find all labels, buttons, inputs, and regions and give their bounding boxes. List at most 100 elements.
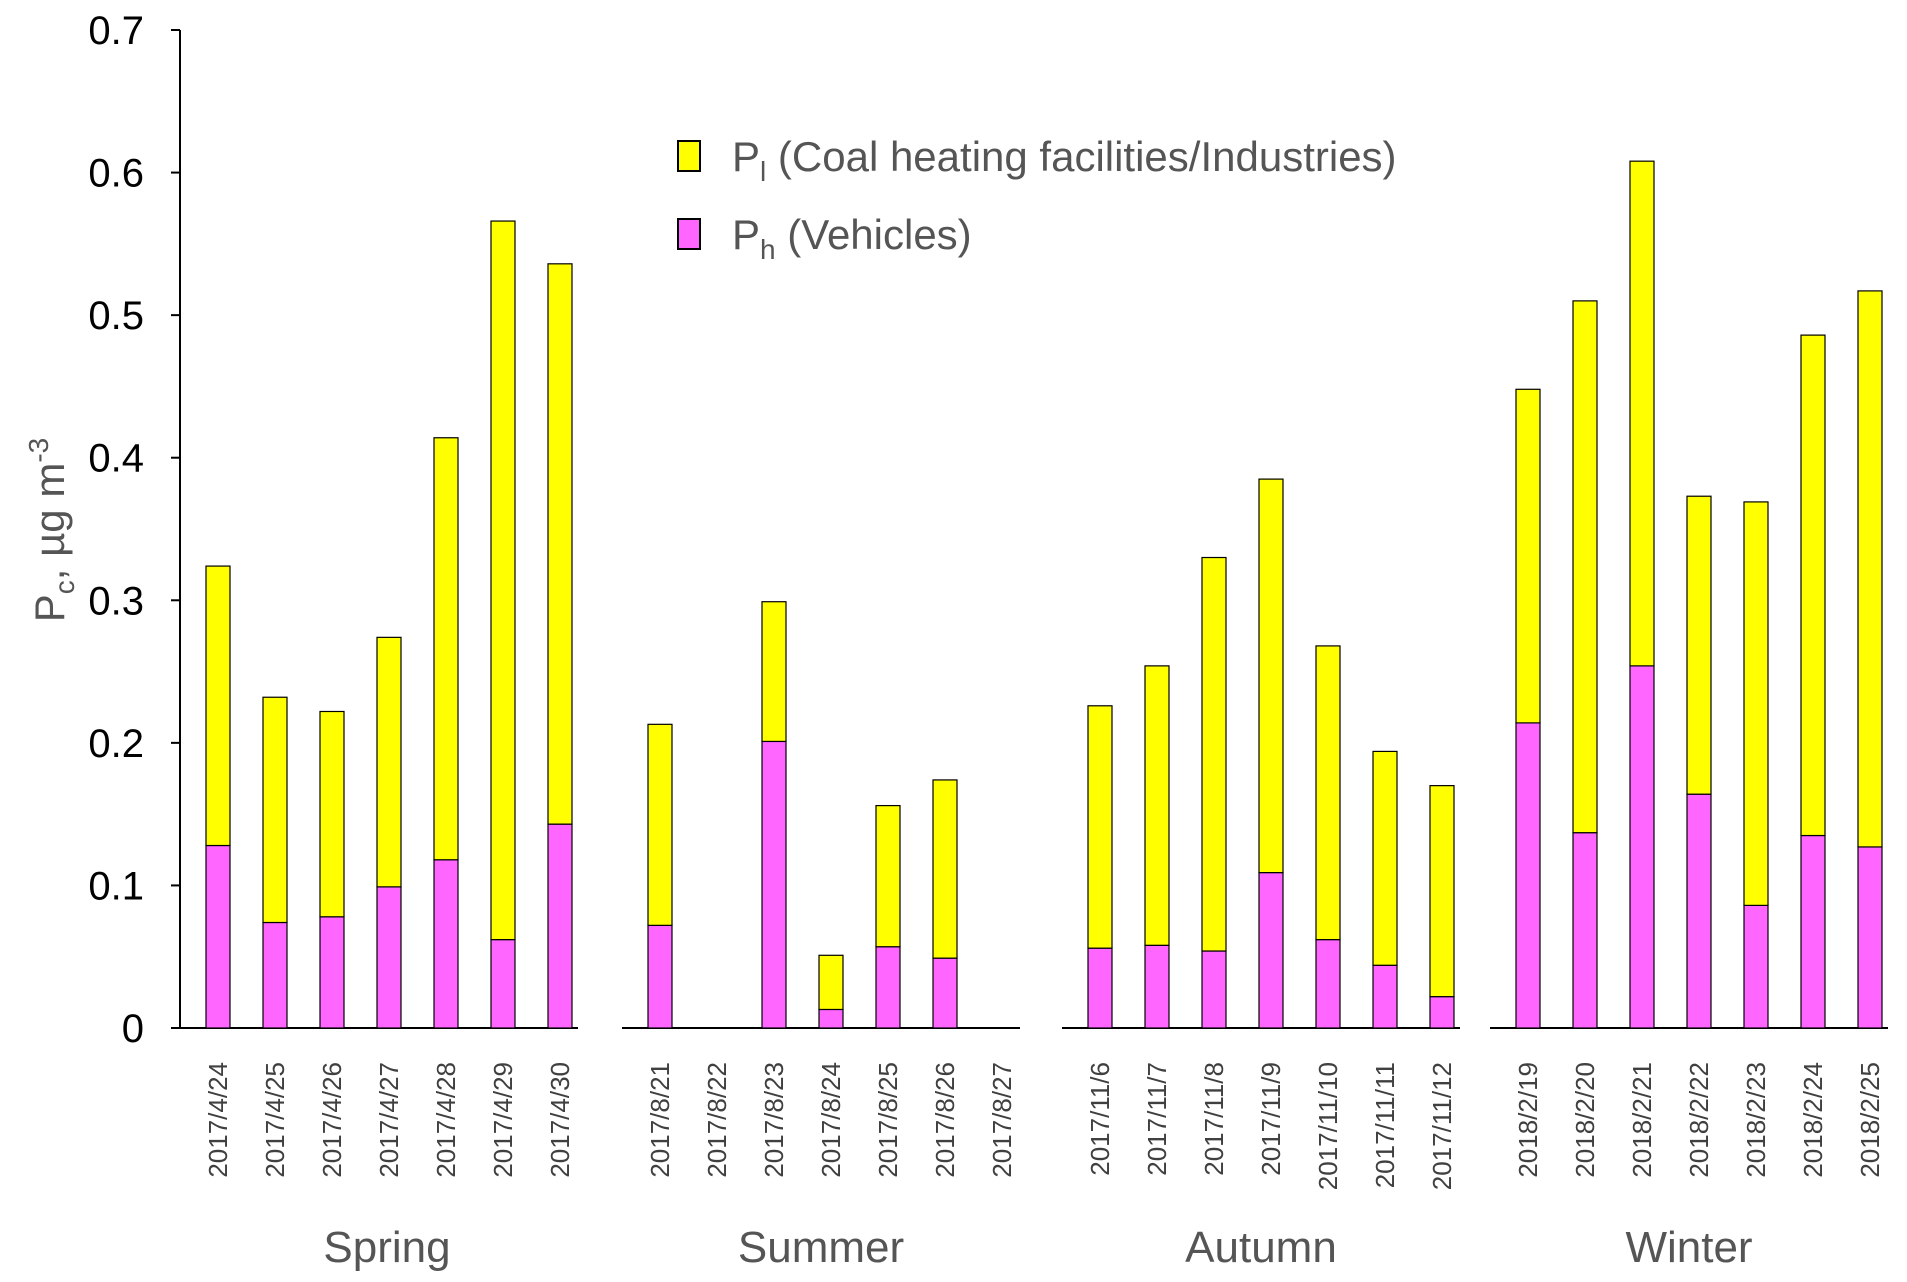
bar-ph: [547, 823, 573, 1029]
x-category-label: 2017/4/27: [374, 1062, 404, 1178]
x-category-label: 2017/8/27: [987, 1062, 1017, 1178]
x-category-label: 2017/11/11: [1370, 1062, 1400, 1188]
group-label: Autumn: [1185, 1223, 1337, 1272]
bar-pl: [1315, 645, 1341, 941]
x-category-label: 2018/2/25: [1855, 1062, 1885, 1178]
bar-ph: [1686, 793, 1712, 1029]
x-category-label: 2017/4/24: [203, 1062, 233, 1178]
bar-ph: [1572, 832, 1598, 1029]
bar-ph: [1144, 944, 1170, 1029]
bar-pl: [1201, 556, 1227, 952]
group-label: Summer: [738, 1223, 904, 1272]
y-axis-label: Pc, µg m-3: [23, 438, 80, 622]
bar-pl: [1857, 290, 1883, 848]
x-category-label: 2017/11/8: [1199, 1062, 1229, 1176]
bar-pl: [761, 601, 787, 743]
bar-pl: [547, 263, 573, 825]
legend-label-ph: Ph (Vehicles): [732, 211, 972, 265]
x-category-label: 2017/8/25: [873, 1062, 903, 1178]
bar-pl: [1258, 478, 1284, 874]
bar-pl: [1372, 750, 1398, 966]
bar-pl: [319, 710, 345, 918]
legend-swatch-ph: [677, 218, 701, 250]
bar-ph: [262, 921, 288, 1029]
x-category-label: 2018/2/19: [1513, 1062, 1543, 1178]
bar-pl: [1572, 300, 1598, 834]
y-tick-label: 0.1: [88, 864, 144, 908]
bar-ph: [1857, 846, 1883, 1029]
x-category-label: 2017/4/28: [431, 1062, 461, 1178]
y-tick-label: 0.3: [88, 579, 144, 623]
x-category-label: 2017/4/30: [545, 1062, 575, 1178]
bar-pl: [1686, 495, 1712, 795]
y-axis-title: Pc, µg m-3: [23, 438, 80, 622]
x-category-label: 2018/2/24: [1798, 1062, 1828, 1178]
x-category-label: 2017/8/24: [816, 1062, 846, 1178]
x-category-label: 2017/8/23: [759, 1062, 789, 1178]
bar-pl: [1743, 501, 1769, 906]
bar-ph: [1315, 939, 1341, 1029]
bar-ph: [1743, 904, 1769, 1029]
x-category-label: 2018/2/21: [1627, 1062, 1657, 1178]
bar-pl: [376, 636, 402, 888]
bar-pl: [647, 723, 673, 926]
x-category-label: 2017/8/21: [645, 1062, 675, 1178]
y-tick-label: 0.6: [88, 152, 144, 196]
bar-ph: [1087, 947, 1113, 1029]
bar-pl: [818, 954, 844, 1011]
legend: Pl (Coal heating facilities/Industries) P…: [677, 133, 1397, 265]
bar-ph: [1800, 834, 1826, 1029]
bar-ph: [875, 946, 901, 1029]
y-tick-label: 0: [122, 1007, 144, 1051]
bar-ph: [490, 939, 516, 1029]
x-category-label: 2017/11/10: [1313, 1062, 1343, 1190]
x-category-label: 2017/4/26: [317, 1062, 347, 1178]
bar-pl: [1087, 705, 1113, 949]
legend-swatch-pl: [677, 140, 701, 172]
bar-pl: [932, 779, 958, 959]
bar-pl: [875, 804, 901, 948]
bar-pl: [205, 565, 231, 847]
bar-layer: [205, 160, 1883, 1029]
bar-ph: [932, 957, 958, 1029]
bar-ph: [205, 844, 231, 1029]
axis-layer: 0 0.1 0.2 0.3 0.4 0.5 0.6 0.7: [88, 9, 1888, 1051]
x-category-label: 2017/4/25: [260, 1062, 290, 1178]
x-category-label: 2017/11/12: [1427, 1062, 1457, 1190]
x-category-label: 2018/2/22: [1684, 1062, 1714, 1178]
x-category-label: 2017/4/29: [488, 1062, 518, 1178]
x-category-label: 2017/11/6: [1085, 1062, 1115, 1176]
bar-ph: [376, 886, 402, 1029]
bar-ph: [1429, 996, 1455, 1029]
x-category-label: 2017/8/22: [702, 1062, 732, 1178]
bar-pl: [1144, 665, 1170, 946]
x-category-label: 2017/11/7: [1142, 1062, 1172, 1176]
x-category-label: 2017/11/9: [1256, 1062, 1286, 1176]
bar-pl: [1429, 785, 1455, 998]
bar-ph: [1515, 722, 1541, 1029]
bar-pl: [490, 220, 516, 941]
legend-label-pl: Pl (Coal heating facilities/Industries): [732, 133, 1397, 187]
x-category-label: 2018/2/20: [1570, 1062, 1600, 1178]
bar-pl: [262, 696, 288, 924]
bar-pl: [433, 437, 459, 861]
group-label: Winter: [1625, 1223, 1752, 1272]
bar-ph: [319, 916, 345, 1029]
y-tick-label: 0.2: [88, 722, 144, 766]
y-tick-label: 0.5: [88, 294, 144, 338]
x-category-label: 2018/2/23: [1741, 1062, 1771, 1178]
x-category-label: 2017/8/26: [930, 1062, 960, 1178]
y-tick-label: 0.4: [88, 437, 144, 481]
bar-pl: [1515, 388, 1541, 724]
bar-ph: [1372, 964, 1398, 1029]
bar-pl: [1629, 160, 1655, 667]
bar-ph: [1258, 871, 1284, 1029]
group-label: Spring: [323, 1223, 450, 1272]
label-layer: 2017/4/24 2017/4/25 2017/4/26 2017/4/27 2017…: [203, 1062, 1885, 1272]
bar-pl: [1800, 334, 1826, 837]
bar-ph: [818, 1008, 844, 1029]
bar-ph: [647, 924, 673, 1029]
bar-ph: [433, 859, 459, 1029]
